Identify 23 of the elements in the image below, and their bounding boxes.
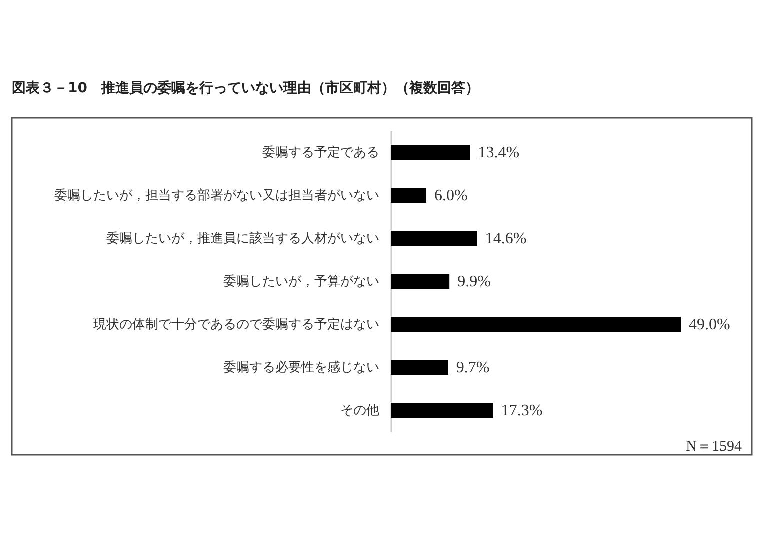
text: 図表３－10 推進員の委嘱を行っていない理由（市区町村）（複数回答） [12,79,480,96]
bar [391,316,681,332]
data-label: 17.3% [501,402,543,420]
bar [391,402,494,418]
y-tick-label: その他 [340,404,380,418]
data-label: 9.9% [458,274,491,290]
y-tick-label: 委嘱したいが，予算がない [224,274,380,290]
bar [391,274,450,290]
data-label: 13.4% [478,144,520,162]
y-tick-label: 委嘱する必要性を感じない [224,360,380,376]
data-label: 14.6% [485,230,527,248]
data-label: 9.7% [456,360,490,376]
bar [391,360,448,376]
bar [391,230,478,246]
text: N＝1594 [686,439,742,455]
data-label: 49.0% [689,316,730,334]
y-tick-label: 委嘱したいが，推進員に該当する人材がいない [106,230,380,246]
y-tick-label: 委嘱する予定である [262,146,380,160]
y-tick-label: 現状の体制で十分であるので委嘱する予定はない [94,318,380,332]
bar [391,188,427,204]
bar [391,144,470,160]
data-label: 6.0% [434,188,468,204]
y-tick-label: 委嘱したいが，担当する部署がない又は担当者がいない [54,188,380,204]
